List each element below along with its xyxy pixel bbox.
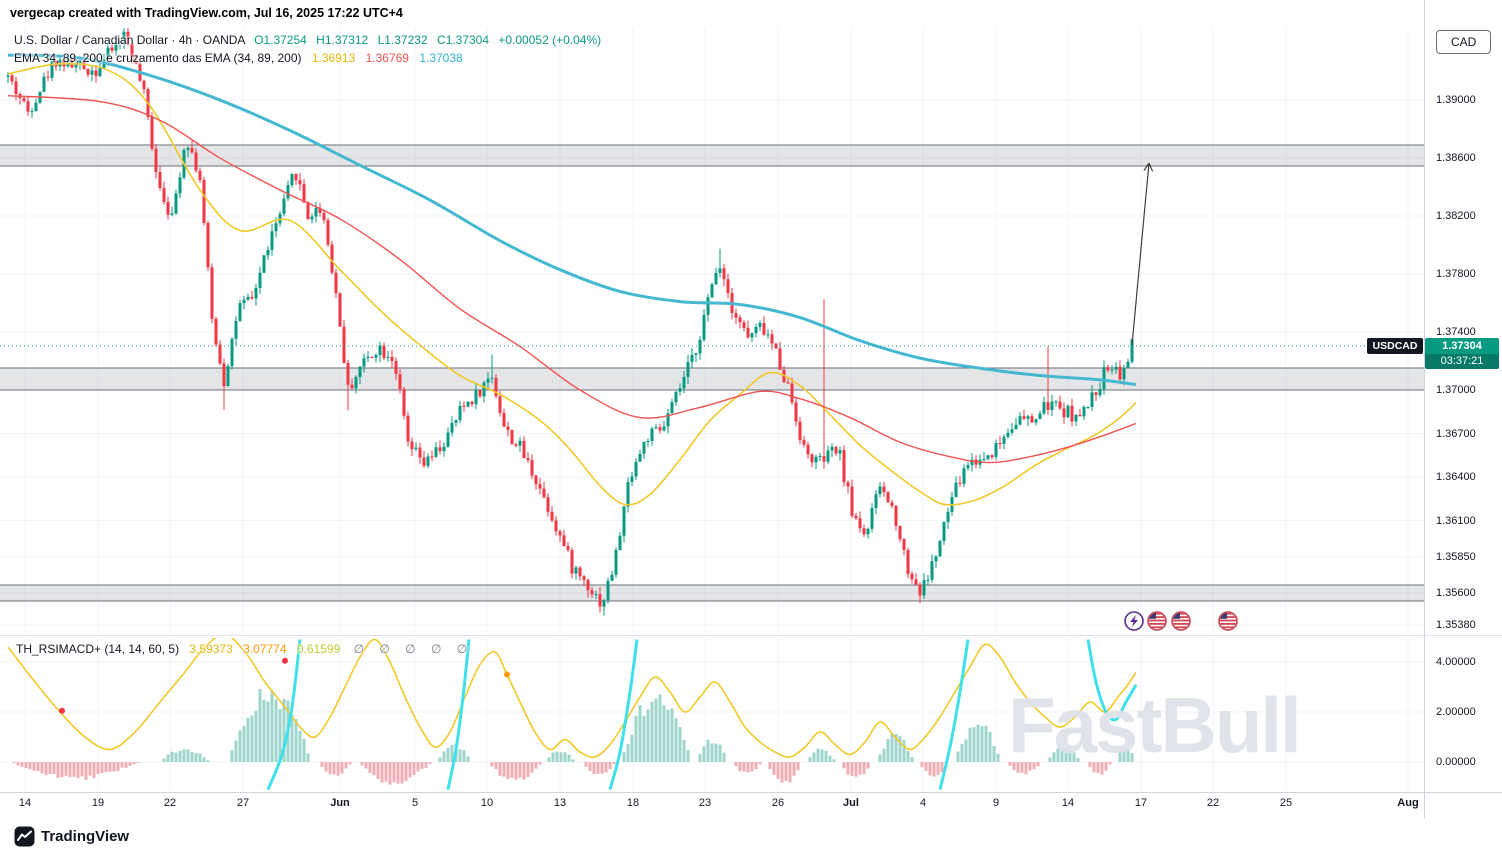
indicator-cyan-line xyxy=(608,639,639,790)
indicator-axis-label: 2.00000 xyxy=(1436,706,1476,718)
ema-line-ema200 xyxy=(7,53,1137,387)
indicator-title: TH_RSIMACD+ (14, 14, 60, 5) xyxy=(16,642,180,656)
time-axis-label: 5 xyxy=(411,797,419,809)
indicator-pane xyxy=(7,638,1138,790)
ohlc-high: H1.37312 xyxy=(316,33,369,47)
indicator-axis-label: 0.00000 xyxy=(1436,756,1476,768)
time-axis-label: 13 xyxy=(553,797,567,809)
ema-lines xyxy=(7,53,1137,506)
time-axis-label: Aug xyxy=(1397,797,1419,809)
tradingview-logo[interactable]: TradingView xyxy=(14,826,129,847)
current-price-badge: 1.37304 03:37:21 xyxy=(1425,337,1499,369)
ema-legend-label: EMA 34, 89, 200 e cruzamento das EMA (34… xyxy=(14,51,302,65)
indicator-dot xyxy=(59,707,65,714)
projection-arrow[interactable] xyxy=(1131,162,1154,346)
price-axis[interactable]: CAD 1.37304 03:37:21 1.39000 1.38600 1.382… xyxy=(1424,0,1502,818)
time-axis-label: 14 xyxy=(18,797,32,809)
ohlc-open: O1.37254 xyxy=(254,33,307,47)
event-icon-flag[interactable] xyxy=(1147,611,1167,631)
time-axis-label: 14 xyxy=(1061,797,1075,809)
price-axis-label: 1.36700 xyxy=(1436,427,1476,440)
fastbull-watermark: FastBull xyxy=(1008,681,1302,769)
ema89-value: 1.36769 xyxy=(365,51,409,65)
ohlc-low: L1.37232 xyxy=(377,33,428,47)
price-axis-label: 1.36100 xyxy=(1436,514,1476,527)
indicator-value-3: 0.61599 xyxy=(296,642,341,656)
indicator-zero-flags: ∅ ∅ ∅ ∅ ∅ xyxy=(353,642,474,656)
time-axis-label: 17 xyxy=(1134,797,1148,809)
time-axis-label: 19 xyxy=(91,797,105,809)
grid-lines xyxy=(0,28,1424,790)
symbol-price-label: USDCAD xyxy=(1367,337,1423,354)
time-axis-label: 25 xyxy=(1279,797,1293,809)
time-axis-label: Jun xyxy=(330,797,350,809)
ohlc-close: C1.37304 xyxy=(436,33,490,47)
indicator-axis-label: 4.00000 xyxy=(1436,656,1476,668)
tradingview-brand-text: TradingView xyxy=(41,828,130,845)
event-icon-flag[interactable] xyxy=(1171,611,1191,631)
price-axis-label: 1.35600 xyxy=(1436,586,1476,599)
currency-button[interactable]: CAD xyxy=(1436,30,1492,54)
ema34-value: 1.36913 xyxy=(311,51,356,65)
price-axis-label: 1.38600 xyxy=(1436,152,1476,165)
time-axis-label: Jul xyxy=(843,797,859,809)
indicator-cyan-line xyxy=(446,639,471,790)
tradingview-logo-icon xyxy=(14,826,35,847)
price-axis-label: 1.35850 xyxy=(1436,550,1476,563)
indicator-cyan-line xyxy=(266,639,302,790)
indicator-dot xyxy=(504,671,510,678)
time-axis-label: 9 xyxy=(992,797,1000,809)
ema200-value: 1.37038 xyxy=(419,51,463,65)
symbol-legend[interactable]: U.S. Dollar / Canadian Dollar · 4h · OAN… xyxy=(14,33,601,47)
current-price-value: 1.37304 xyxy=(1425,337,1499,354)
time-axis-label: 10 xyxy=(480,797,494,809)
price-axis-label: 1.37400 xyxy=(1436,326,1476,339)
event-icon-flag[interactable] xyxy=(1218,611,1238,631)
symbol-title: U.S. Dollar / Canadian Dollar · 4h · OAN… xyxy=(14,33,245,47)
time-axis-label: 18 xyxy=(626,797,640,809)
time-axis-label: 22 xyxy=(1206,797,1220,809)
indicator-value-2: 3.07774 xyxy=(243,642,287,656)
price-axis-label: 1.39000 xyxy=(1436,94,1476,107)
ema-line-ema89 xyxy=(7,95,1137,464)
indicator-value-1: 3.59373 xyxy=(189,642,233,656)
time-axis-label: 27 xyxy=(236,797,250,809)
time-axis-label: 4 xyxy=(919,797,927,809)
time-axis-label: 23 xyxy=(698,797,712,809)
bottom-toolbar: TradingView xyxy=(0,818,1502,854)
indicator-legend[interactable]: TH_RSIMACD+ (14, 14, 60, 5) 3.59373 3.07… xyxy=(16,642,473,656)
candlestick-series xyxy=(6,28,1134,616)
price-axis-label: 1.37800 xyxy=(1436,268,1476,281)
time-axis[interactable]: 14 19 22 27 Jun 5 10 13 18 23 26 Jul 4 9 14 17 22 25 Aug xyxy=(0,792,1424,818)
event-icon-lightning[interactable] xyxy=(1124,611,1144,631)
indicator-cyan-line xyxy=(938,639,970,790)
price-zones[interactable] xyxy=(0,144,1424,602)
price-axis-label: 1.38200 xyxy=(1436,210,1476,223)
time-axis-label: 26 xyxy=(771,797,785,809)
price-axis-label: 1.37000 xyxy=(1436,384,1476,397)
price-axis-label: 1.36400 xyxy=(1436,471,1476,483)
price-axis-label: 1.35380 xyxy=(1436,618,1476,631)
ema-legend[interactable]: EMA 34, 89, 200 e cruzamento das EMA (34… xyxy=(14,51,463,65)
indicator-dot xyxy=(282,657,288,664)
time-axis-label: 22 xyxy=(163,797,177,809)
ema-line-ema34 xyxy=(7,62,1137,506)
attribution-text: vergecap created with TradingView.com, J… xyxy=(10,6,403,20)
bar-countdown: 03:37:21 xyxy=(1425,353,1499,369)
indicator-cyan-line xyxy=(1086,639,1138,722)
ohlc-change: +0.00052 (+0.04%) xyxy=(498,33,602,47)
